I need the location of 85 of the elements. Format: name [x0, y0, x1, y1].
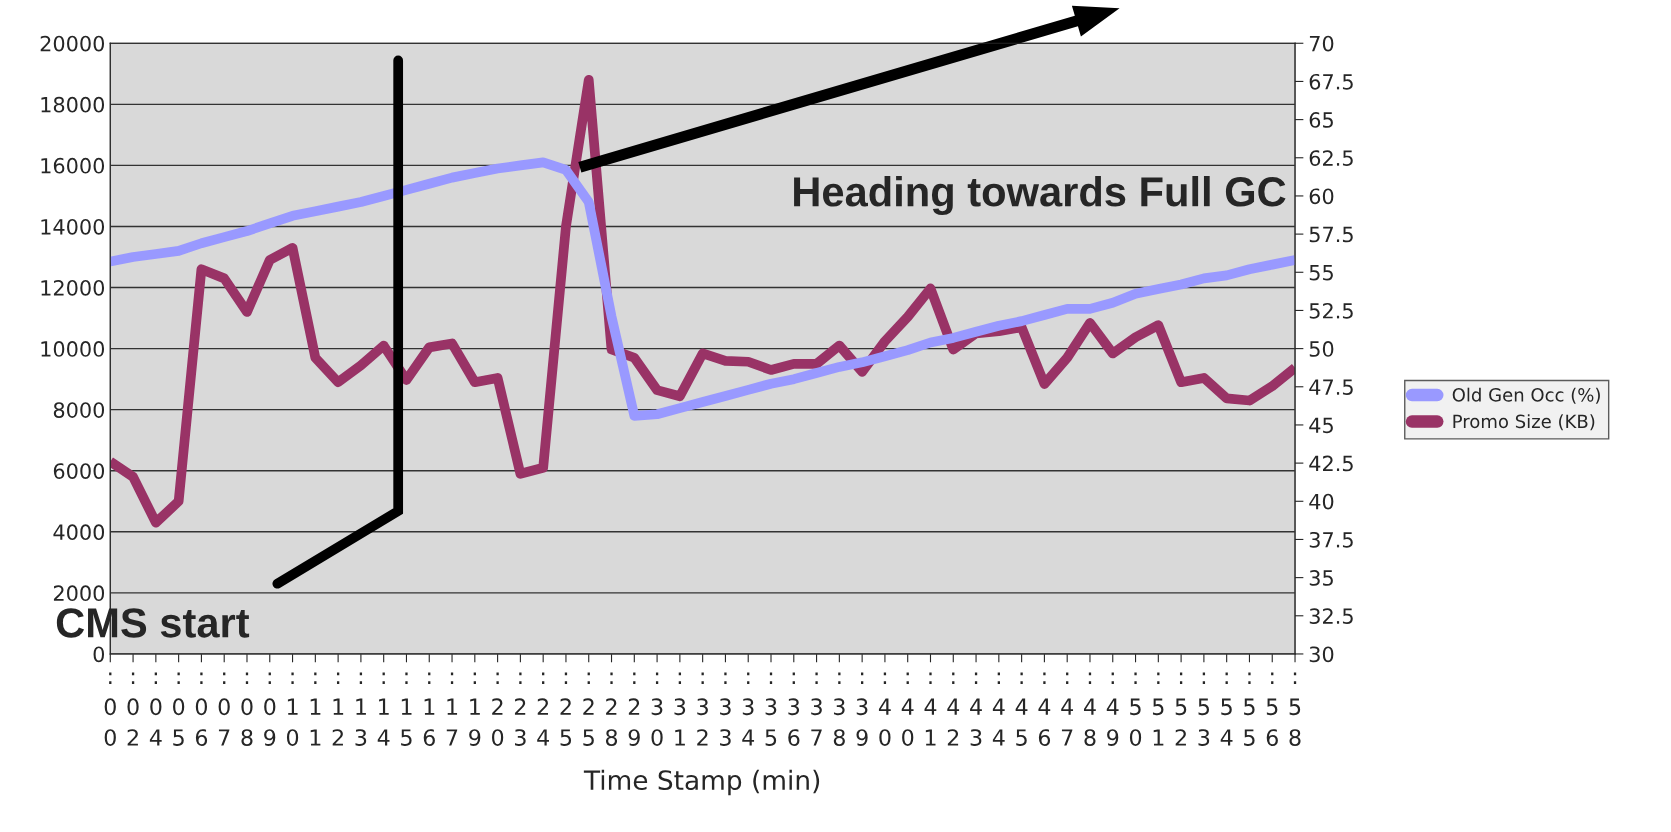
- x-tick-label: :02: [127, 672, 139, 746]
- x-tick-label: :23: [514, 672, 526, 746]
- x-tick-label: :06: [195, 672, 208, 746]
- x-tick-label: :50: [1129, 672, 1142, 746]
- x-tick-label: :49: [1106, 672, 1119, 746]
- x-tick-label: :16: [423, 672, 435, 746]
- y2-tick-label: 30: [1309, 646, 1334, 663]
- y-tick-label: 16000: [41, 157, 105, 174]
- x-tick-label: :25: [583, 672, 594, 746]
- y2-tick-label: 55: [1309, 265, 1333, 281]
- x-axis-title: Time Stamp (min): [583, 769, 820, 796]
- legend-label: Old Gen Occ (%): [1452, 387, 1600, 404]
- x-tick-label: :13: [355, 672, 367, 746]
- y2-tick-label: 37.5: [1309, 531, 1353, 548]
- x-tick-label: :53: [1198, 672, 1210, 746]
- x-tick-label: :34: [742, 672, 755, 746]
- y-tick-label: 10000: [41, 341, 105, 357]
- x-tick-label: :37: [811, 672, 822, 746]
- annotation: Heading towards Full GC: [794, 176, 1286, 216]
- x-tick-label: :54: [1220, 672, 1233, 746]
- y-tick-label: 8000: [53, 402, 105, 418]
- x-tick-label: :00: [104, 672, 116, 746]
- x-tick-label: :11: [310, 672, 321, 746]
- x-tick-label: :48: [1083, 672, 1096, 746]
- y2-tick-label: 50: [1309, 341, 1334, 357]
- x-tick-label: :17: [446, 672, 458, 746]
- x-tick-label: :39: [856, 672, 868, 746]
- x-tick-label: :43: [970, 672, 982, 746]
- x-tick-label: :20: [492, 672, 504, 746]
- x-tick-label: :51: [1152, 672, 1164, 746]
- y2-tick-label: 40: [1309, 493, 1334, 510]
- y-tick-label: 18000: [41, 96, 105, 113]
- x-tick-label: :07: [218, 672, 230, 746]
- x-tick-label: :29: [628, 672, 640, 746]
- x-tick-label: :45: [1015, 672, 1028, 746]
- y2-tick-label: 32.5: [1309, 608, 1353, 624]
- y2-tick-label: 52.5: [1309, 302, 1353, 319]
- x-tick-label: :44: [992, 672, 1005, 746]
- legend-label: Promo Size (KB): [1453, 414, 1595, 431]
- y2-tick-label: 62.5: [1309, 150, 1353, 166]
- x-tick-label: :19: [469, 672, 481, 746]
- y2-tick-label: 45: [1309, 417, 1333, 434]
- x-tick-label: :40: [878, 672, 891, 746]
- y-tick-label: 20000: [40, 35, 105, 52]
- x-tick-label: :33: [720, 672, 731, 746]
- x-tick-label: :24: [537, 672, 549, 746]
- x-tick-label: :55: [1244, 672, 1255, 746]
- x-tick-label: :08: [241, 672, 253, 746]
- y2-tick-label: 42.5: [1309, 455, 1353, 472]
- x-tick-label: :30: [651, 672, 663, 746]
- y-tick-label: 6000: [53, 463, 105, 479]
- x-tick-label: :31: [674, 672, 686, 746]
- x-tick-label: :09: [264, 672, 276, 746]
- y2-tick-label: 57.5: [1309, 226, 1353, 243]
- x-tick-label: :25: [560, 672, 572, 746]
- x-tick-label: :12: [332, 672, 344, 746]
- x-tick-label: :28: [605, 672, 618, 746]
- x-tick-label: :58: [1289, 672, 1301, 746]
- y-tick-label: 12000: [41, 279, 105, 296]
- x-tick-label: :38: [833, 672, 845, 746]
- x-tick-label: :15: [401, 672, 412, 746]
- x-tick-label: :14: [377, 672, 390, 746]
- x-tick-label: :46: [1038, 672, 1051, 746]
- x-tick-label: :41: [924, 672, 937, 746]
- y2-tick-label: 65: [1309, 112, 1333, 128]
- x-tick-label: :56: [1266, 672, 1278, 746]
- x-tick-label: :36: [788, 672, 800, 746]
- y-tick-label: 4000: [53, 524, 105, 541]
- y2-tick-label: 67.5: [1309, 73, 1353, 90]
- y2-tick-label: 47.5: [1309, 379, 1353, 395]
- y-tick-label: 2000: [53, 585, 105, 602]
- x-tick-label: :35: [765, 672, 777, 746]
- y-tick-label: 14000: [41, 218, 105, 235]
- y-tick-label: 0: [93, 646, 105, 663]
- x-tick-label: :52: [1175, 672, 1187, 746]
- x-tick-label: :47: [1061, 672, 1074, 746]
- x-tick-label: :32: [697, 672, 708, 746]
- y2-tick-label: 70: [1309, 35, 1334, 52]
- x-tick-label: :04: [149, 672, 162, 746]
- x-tick-label: :40: [901, 672, 914, 746]
- x-tick-label: :42: [947, 672, 960, 746]
- x-tick-label: :05: [173, 672, 185, 746]
- y2-tick-label: 35: [1309, 570, 1333, 586]
- x-tick-label: :10: [286, 672, 299, 746]
- y2-tick-label: 60: [1309, 188, 1334, 205]
